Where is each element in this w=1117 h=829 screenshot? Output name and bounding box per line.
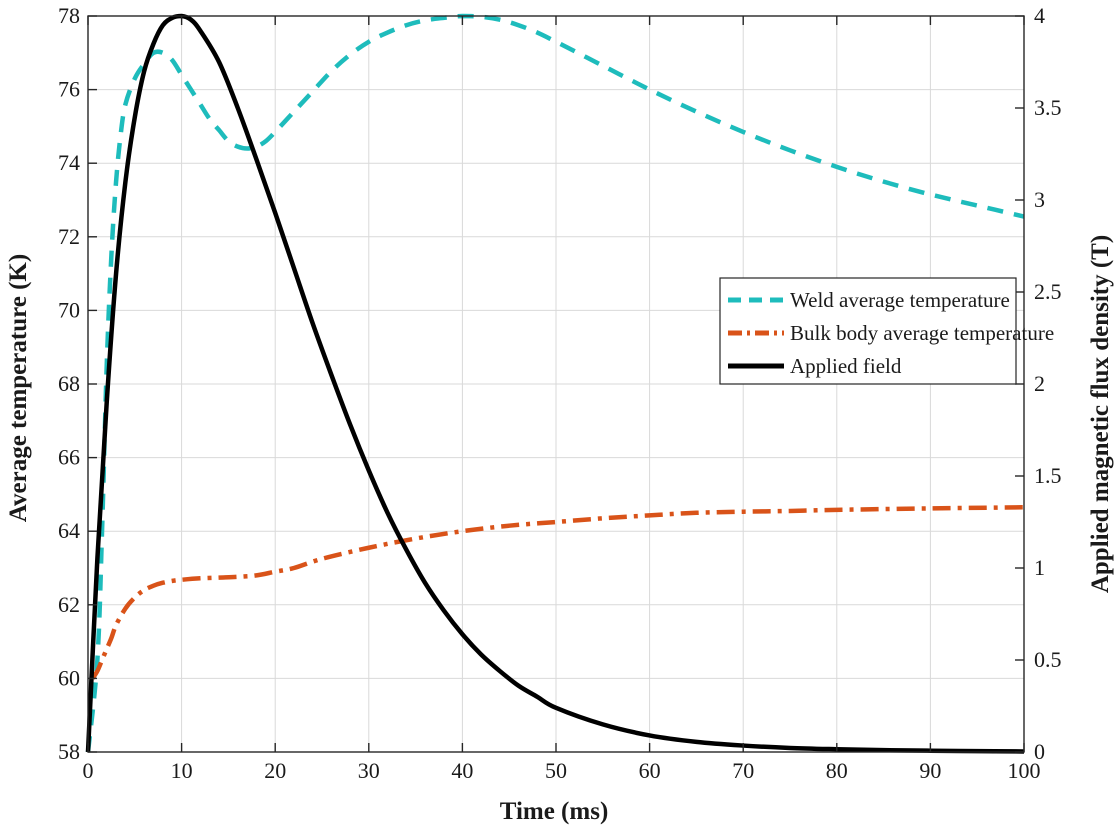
x-tick-label: 60 <box>639 758 661 783</box>
y-axis-left-title: Average temperature (K) <box>5 254 32 522</box>
y-left-tick-label: 68 <box>58 371 80 396</box>
legend-label-bulk: Bulk body average temperature <box>790 321 1054 345</box>
y-right-tick-label: 2 <box>1034 371 1045 396</box>
x-tick-label: 90 <box>919 758 941 783</box>
x-tick-label: 20 <box>264 758 286 783</box>
y-left-tick-label: 74 <box>58 150 80 175</box>
series-line-weld-temperature <box>85 13 1025 753</box>
x-tick-label: 80 <box>826 758 848 783</box>
y-left-tick-label: 58 <box>58 739 80 764</box>
x-tick-label: 0 <box>83 758 94 783</box>
y-left-tick-label: 64 <box>58 518 80 543</box>
x-tick-label: 10 <box>171 758 193 783</box>
plot-area <box>85 13 1025 754</box>
x-tick-label: 50 <box>545 758 567 783</box>
tick-labels: 0 10 20 30 40 50 60 70 80 90 100586062646668707274… <box>58 3 1062 783</box>
y-right-tick-label: 2.5 <box>1034 279 1062 304</box>
y-right-tick-label: 0.5 <box>1034 647 1062 672</box>
legend-label-field: Applied field <box>790 354 902 378</box>
y-left-tick-label: 62 <box>58 592 80 617</box>
legend: Weld average temperature Bulk body avera… <box>719 277 1054 385</box>
x-tick-label: 100 <box>1008 758 1041 783</box>
x-axis-title: Time (ms) <box>500 798 609 825</box>
y-right-tick-label: 3.5 <box>1034 95 1062 120</box>
x-tick-label: 40 <box>451 758 473 783</box>
y-left-tick-label: 60 <box>58 665 80 690</box>
x-tick-label: 70 <box>732 758 754 783</box>
y-right-tick-label: 1 <box>1034 555 1045 580</box>
y-axis-right-title: Applied magnetic flux density (T) <box>1087 235 1114 593</box>
y-right-tick-label: 4 <box>1034 3 1045 28</box>
y-right-tick-label: 3 <box>1034 187 1045 212</box>
y-left-tick-label: 78 <box>58 3 80 28</box>
y-left-tick-label: 70 <box>58 297 80 322</box>
y-left-tick-label: 76 <box>58 77 80 102</box>
y-right-tick-label: 1.5 <box>1034 463 1062 488</box>
y-right-tick-label: 0 <box>1034 739 1045 764</box>
x-tick-label: 30 <box>358 758 380 783</box>
y-left-tick-label: 66 <box>58 445 80 470</box>
plot-frame <box>87 15 1025 753</box>
series-line-applied-field <box>85 13 1025 754</box>
legend-label-weld: Weld average temperature <box>790 288 1010 312</box>
y-left-tick-label: 72 <box>58 224 80 249</box>
axes <box>87 15 1025 753</box>
series-line-bulk-temperature <box>90 505 1025 680</box>
